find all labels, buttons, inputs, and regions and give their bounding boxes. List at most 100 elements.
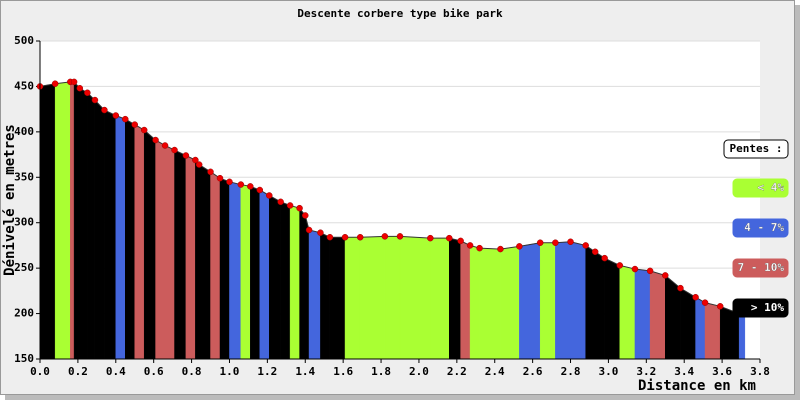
legend-title: Pentes :	[730, 142, 783, 155]
slope-segment	[280, 201, 291, 360]
slope-segment	[210, 171, 221, 360]
point	[446, 234, 453, 242]
slope-segment	[738, 313, 746, 360]
point	[457, 237, 464, 245]
point	[302, 212, 309, 219]
legend-label: < 4%	[758, 181, 785, 194]
slope-segment	[164, 145, 175, 360]
point	[646, 267, 654, 275]
point	[476, 244, 483, 252]
point	[692, 293, 699, 301]
legend-box	[732, 258, 789, 278]
slope-segment	[240, 184, 251, 360]
point	[296, 204, 303, 212]
legend-box	[732, 178, 789, 198]
slope-segment	[460, 240, 471, 360]
slope-segment	[219, 177, 230, 360]
slope-segment	[555, 241, 571, 360]
x-tick-label: 2.2	[447, 365, 467, 378]
legend-label: > 10%	[751, 301, 784, 314]
slope-segment	[195, 159, 200, 360]
legend-box	[732, 218, 789, 238]
slope-segment	[70, 81, 75, 360]
x-tick-label: 0.0	[30, 365, 50, 378]
point	[701, 299, 709, 306]
slope-segment	[594, 251, 605, 360]
y-axis-title: Dénivelé en metres	[2, 124, 18, 276]
slope-segment	[125, 118, 135, 360]
slope-segment	[619, 265, 636, 360]
y-tick-label: 500	[14, 34, 34, 47]
y-tick-label: 300	[14, 216, 34, 229]
slope-segment	[143, 129, 156, 360]
slope-segment	[87, 92, 96, 360]
point	[381, 233, 389, 240]
point	[101, 106, 108, 114]
point	[51, 80, 59, 87]
point	[112, 112, 120, 119]
slope-segment	[39, 83, 56, 360]
point	[286, 202, 294, 209]
point	[256, 186, 264, 194]
legend-label: 4 - 7%	[744, 221, 784, 234]
point	[152, 136, 159, 144]
point	[192, 156, 199, 164]
point	[140, 126, 148, 134]
slope-segment	[344, 237, 361, 360]
y-tick-label: 250	[14, 261, 34, 274]
point	[131, 121, 138, 128]
x-tick-label: 1.6	[333, 365, 353, 378]
x-tick-label: 2.0	[409, 365, 429, 378]
point	[396, 233, 404, 240]
slope-segment	[79, 87, 88, 360]
x-tick-label: 2.6	[523, 365, 543, 378]
slope-segment	[500, 246, 520, 360]
point	[247, 183, 254, 190]
y-tick-label: 150	[14, 352, 34, 365]
point	[161, 142, 169, 149]
point	[516, 243, 523, 250]
slope-segment	[54, 81, 71, 360]
point	[277, 198, 284, 206]
point	[536, 239, 544, 246]
slope-segment	[399, 236, 431, 360]
x-tick-label: 0.2	[68, 365, 88, 378]
x-tick-label: 1.4	[295, 365, 315, 378]
slope-segment	[539, 242, 556, 360]
slope-segment	[269, 195, 281, 360]
point	[91, 96, 99, 104]
slope-segment	[585, 244, 596, 360]
x-tick-label: 0.4	[106, 365, 126, 378]
legend-label: 7 - 10%	[738, 261, 785, 274]
point	[226, 178, 233, 186]
point	[237, 181, 245, 188]
x-tick-label: 3.8	[750, 365, 770, 378]
x-tick-label: 1.2	[257, 365, 277, 378]
x-tick-label: 1.0	[220, 365, 240, 378]
point	[70, 78, 78, 86]
x-tick-label: 3.0	[598, 365, 618, 378]
slope-segment	[359, 236, 386, 360]
y-tick-label: 200	[14, 307, 34, 320]
slope-segment	[198, 164, 211, 360]
slope-segment	[634, 268, 651, 360]
slope-segment	[174, 149, 187, 360]
slope-segment	[155, 139, 166, 360]
slope-segment	[479, 247, 501, 360]
x-axis-title: Distance en km	[638, 378, 756, 394]
point	[427, 234, 434, 242]
point	[356, 234, 364, 241]
slope-segment	[94, 99, 105, 360]
point	[171, 146, 178, 154]
point	[567, 238, 574, 246]
slope-segment	[289, 205, 300, 360]
point	[341, 234, 349, 241]
slope-segment	[430, 237, 450, 360]
x-tick-label: 0.8	[182, 365, 202, 378]
slope-segment	[469, 245, 480, 360]
slope-segment	[308, 229, 321, 360]
x-tick-label: 0.6	[144, 365, 164, 378]
point	[216, 174, 224, 182]
point	[317, 229, 324, 236]
legend-title-box	[723, 139, 789, 159]
